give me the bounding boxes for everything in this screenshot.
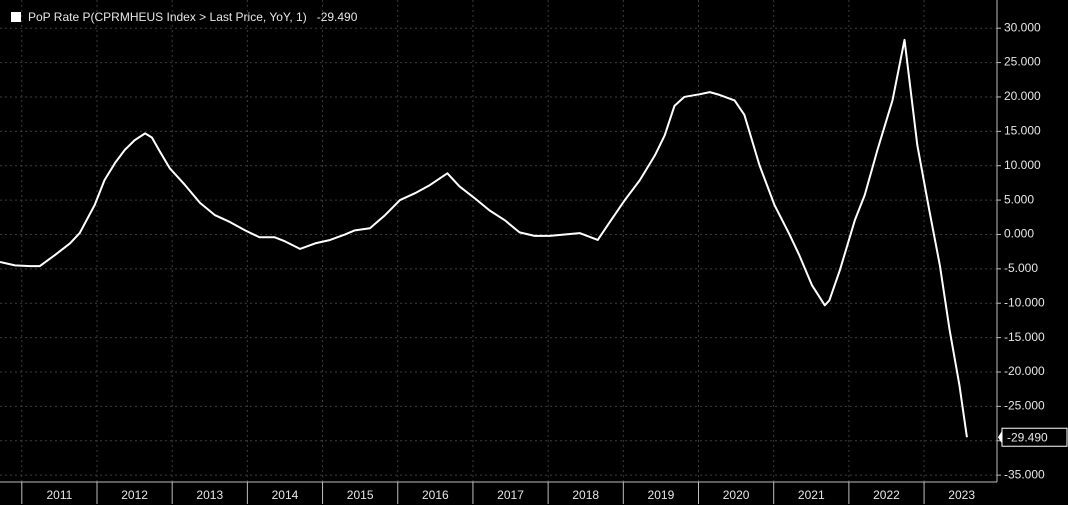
x-tick-label: 2017 (497, 488, 524, 502)
x-tick-label: 2020 (723, 488, 750, 502)
y-tick-label: 0.000 (1004, 227, 1034, 241)
x-tick-label: 2023 (948, 488, 975, 502)
legend-value: -29.490 (317, 10, 358, 24)
x-tick-label: 2012 (121, 488, 148, 502)
y-tick-label: 15.000 (1004, 124, 1041, 138)
x-tick-label: 2019 (648, 488, 675, 502)
x-tick-label: 2013 (196, 488, 223, 502)
x-tick-label: 2022 (873, 488, 900, 502)
y-tick-label: -35.000 (1004, 467, 1045, 481)
y-tick-label: -10.000 (1004, 295, 1045, 309)
legend: PoP Rate P(CPRMHEUS Index > Last Price, … (11, 10, 358, 24)
y-tick-label: -20.000 (1004, 364, 1045, 378)
y-tick-label: 20.000 (1004, 89, 1041, 103)
x-tick-label: 2014 (272, 488, 299, 502)
y-tick-label: -25.000 (1004, 399, 1045, 413)
y-tick-label: 30.000 (1004, 20, 1041, 34)
legend-swatch (11, 12, 21, 22)
x-tick-label: 2021 (798, 488, 825, 502)
last-value-label: -29.490 (1007, 430, 1048, 444)
y-tick-label: 25.000 (1004, 55, 1041, 69)
legend-label: PoP Rate P(CPRMHEUS Index > Last Price, … (28, 10, 307, 24)
y-tick-label: 5.000 (1004, 192, 1034, 206)
x-tick-label: 2015 (347, 488, 374, 502)
x-tick-label: 2018 (572, 488, 599, 502)
last-value-marker: -29.490 (998, 427, 1068, 447)
y-tick-label: -5.000 (1004, 261, 1038, 275)
line-series (0, 38, 968, 438)
x-tick-label: 2011 (46, 488, 72, 502)
y-tick-label: 10.000 (1004, 158, 1041, 172)
last-value-box (1001, 427, 1068, 447)
x-tick-label: 2016 (422, 488, 449, 502)
y-tick-label: -15.000 (1004, 330, 1045, 344)
